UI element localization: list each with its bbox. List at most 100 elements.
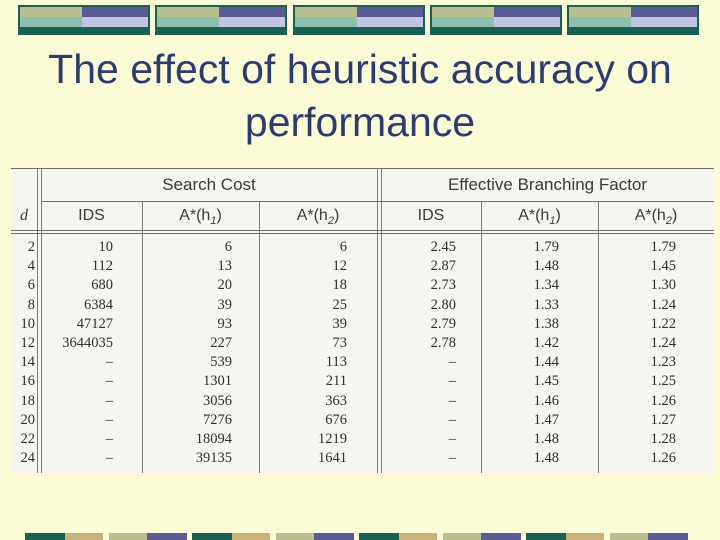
- col-header-a-star-h1-ebf: A*(h1): [518, 207, 561, 228]
- cell-a1-cost: 20: [217, 277, 233, 294]
- cell-d: 6: [27, 277, 35, 294]
- table-row: 2 10 6 6 2.45 1.79 1.79: [11, 238, 714, 257]
- cell-ids-ebf: 2.79: [430, 315, 456, 332]
- cell-d: 2: [27, 239, 35, 255]
- table-row: 6 680 20 18 2.73 1.34 1.30: [11, 276, 714, 295]
- cell-a2-ebf: 1.24: [650, 296, 676, 313]
- cell-a1-cost: 13: [217, 258, 233, 275]
- cell-a2-ebf: 1.45: [650, 258, 676, 275]
- table-row: 12 3644035 227 73 2.78 1.42 1.24: [11, 334, 714, 353]
- cell-a2-cost: 363: [325, 392, 347, 409]
- group-header-search-cost: Search Cost: [162, 175, 256, 194]
- cell-a2-cost: 676: [325, 411, 347, 428]
- cell-a2-ebf: 1.27: [650, 411, 676, 428]
- cell-ids-cost: 3644035: [62, 334, 113, 351]
- results-table: Search Cost Effective Branching Factor d…: [11, 168, 714, 473]
- cell-d: 18: [20, 392, 36, 409]
- cell-a1-cost: 18094: [195, 430, 232, 447]
- cell-d: 8: [27, 296, 35, 313]
- cell-ids-cost: –: [105, 392, 113, 409]
- cell-ids-ebf: 2.45: [430, 239, 456, 255]
- cell-ids-cost: 112: [91, 258, 113, 275]
- table-rule: [41, 201, 714, 202]
- col-header-ids-ebf: IDS: [417, 207, 445, 224]
- col-header-a-star-h1: A*(h1): [179, 207, 222, 228]
- slide-title-line-1: The effect of heuristic accuracy on: [48, 46, 672, 92]
- cell-a1-cost: 227: [210, 334, 232, 351]
- cell-ids-cost: 680: [91, 277, 113, 294]
- table-rule: [11, 168, 714, 169]
- cell-a1-ebf: 1.48: [533, 430, 559, 447]
- cell-d: 4: [27, 258, 35, 275]
- cell-a2-cost: 6: [339, 239, 347, 255]
- table-divider: [481, 202, 482, 473]
- cell-a1-ebf: 1.48: [533, 258, 559, 275]
- col-header-d: d: [20, 207, 28, 224]
- cell-a1-cost: 6: [224, 239, 232, 255]
- col-header-a-star-h2: A*(h2): [296, 207, 340, 228]
- cell-d: 20: [20, 411, 36, 428]
- cell-a2-ebf: 1.23: [650, 354, 676, 371]
- cell-a2-ebf: 1.22: [650, 315, 676, 332]
- cell-ids-ebf: –: [448, 392, 456, 409]
- cell-ids-cost: 47127: [76, 315, 113, 332]
- cell-ids-ebf: –: [448, 430, 456, 447]
- slide-title: The effect of heuristic accuracy on perf…: [0, 43, 720, 149]
- cell-a1-ebf: 1.42: [533, 334, 559, 351]
- table-divider: [37, 168, 38, 473]
- table-divider: [142, 202, 143, 473]
- cell-ids-cost: 6384: [84, 296, 113, 313]
- cell-a1-ebf: 1.34: [533, 277, 559, 294]
- cell-ids-cost: –: [105, 373, 113, 390]
- cell-d: 22: [20, 430, 36, 447]
- col-header-a-star-h2-ebf: A*(h2): [634, 207, 678, 228]
- cell-a1-cost: 539: [210, 354, 232, 371]
- cell-a2-cost: 1219: [318, 430, 347, 447]
- cell-a1-cost: 1301: [203, 373, 232, 390]
- cell-a2-ebf: 1.26: [650, 450, 676, 467]
- cell-a1-cost: 39135: [195, 450, 232, 467]
- cell-a1-ebf: 1.44: [533, 354, 559, 371]
- cell-ids-cost: –: [105, 354, 113, 371]
- table-row: 8 6384 39 25 2.80 1.33 1.24: [11, 296, 714, 315]
- table-row: 18 – 3056 363 – 1.46 1.26: [11, 392, 714, 411]
- bottom-decorative-band: [0, 533, 720, 540]
- table-row: 14 – 539 113 – 1.44 1.23: [11, 353, 714, 372]
- table-row: 22 – 18094 1219 – 1.48 1.28: [11, 430, 714, 449]
- cell-a2-ebf: 1.30: [650, 277, 676, 294]
- slide-title-line-2: performance: [244, 99, 476, 145]
- table-row: 16 – 1301 211 – 1.45 1.25: [11, 372, 714, 391]
- cell-ids-ebf: 2.80: [430, 296, 456, 313]
- cell-a2-ebf: 1.26: [650, 392, 676, 409]
- cell-a2-cost: 25: [332, 296, 348, 313]
- cell-ids-cost: –: [105, 450, 113, 467]
- table-rule: [11, 230, 714, 231]
- cell-a1-ebf: 1.46: [533, 392, 559, 409]
- cell-a2-cost: 73: [332, 334, 348, 351]
- table-row: 24 – 39135 1641 – 1.48 1.26: [11, 449, 714, 468]
- table-body: 2 10 6 6 2.45 1.79 1.79 4 112 13 12 2.87…: [11, 238, 714, 468]
- band-block: [567, 5, 699, 35]
- cell-a2-ebf: 1.25: [650, 373, 676, 390]
- cell-d: 24: [20, 450, 36, 467]
- table-row: 20 – 7276 676 – 1.47 1.27: [11, 411, 714, 430]
- cell-a1-ebf: 1.79: [533, 239, 559, 255]
- cell-ids-ebf: 2.87: [430, 258, 456, 275]
- table-divider: [598, 202, 599, 473]
- cell-a2-cost: 211: [325, 373, 347, 390]
- cell-ids-cost: –: [105, 411, 113, 428]
- cell-a2-cost: 113: [325, 354, 347, 371]
- cell-ids-ebf: –: [448, 373, 456, 390]
- cell-ids-ebf: 2.78: [430, 334, 456, 351]
- table-divider: [381, 168, 382, 473]
- cell-a2-cost: 1641: [318, 450, 347, 467]
- table-divider: [377, 168, 378, 473]
- cell-ids-ebf: 2.73: [430, 277, 456, 294]
- cell-a2-ebf: 1.79: [650, 239, 676, 255]
- cell-a1-ebf: 1.48: [533, 450, 559, 467]
- cell-a1-cost: 93: [217, 315, 233, 332]
- cell-d: 16: [20, 373, 36, 390]
- cell-a1-cost: 7276: [203, 411, 232, 428]
- cell-ids-ebf: –: [448, 354, 456, 371]
- cell-a1-cost: 39: [217, 296, 233, 313]
